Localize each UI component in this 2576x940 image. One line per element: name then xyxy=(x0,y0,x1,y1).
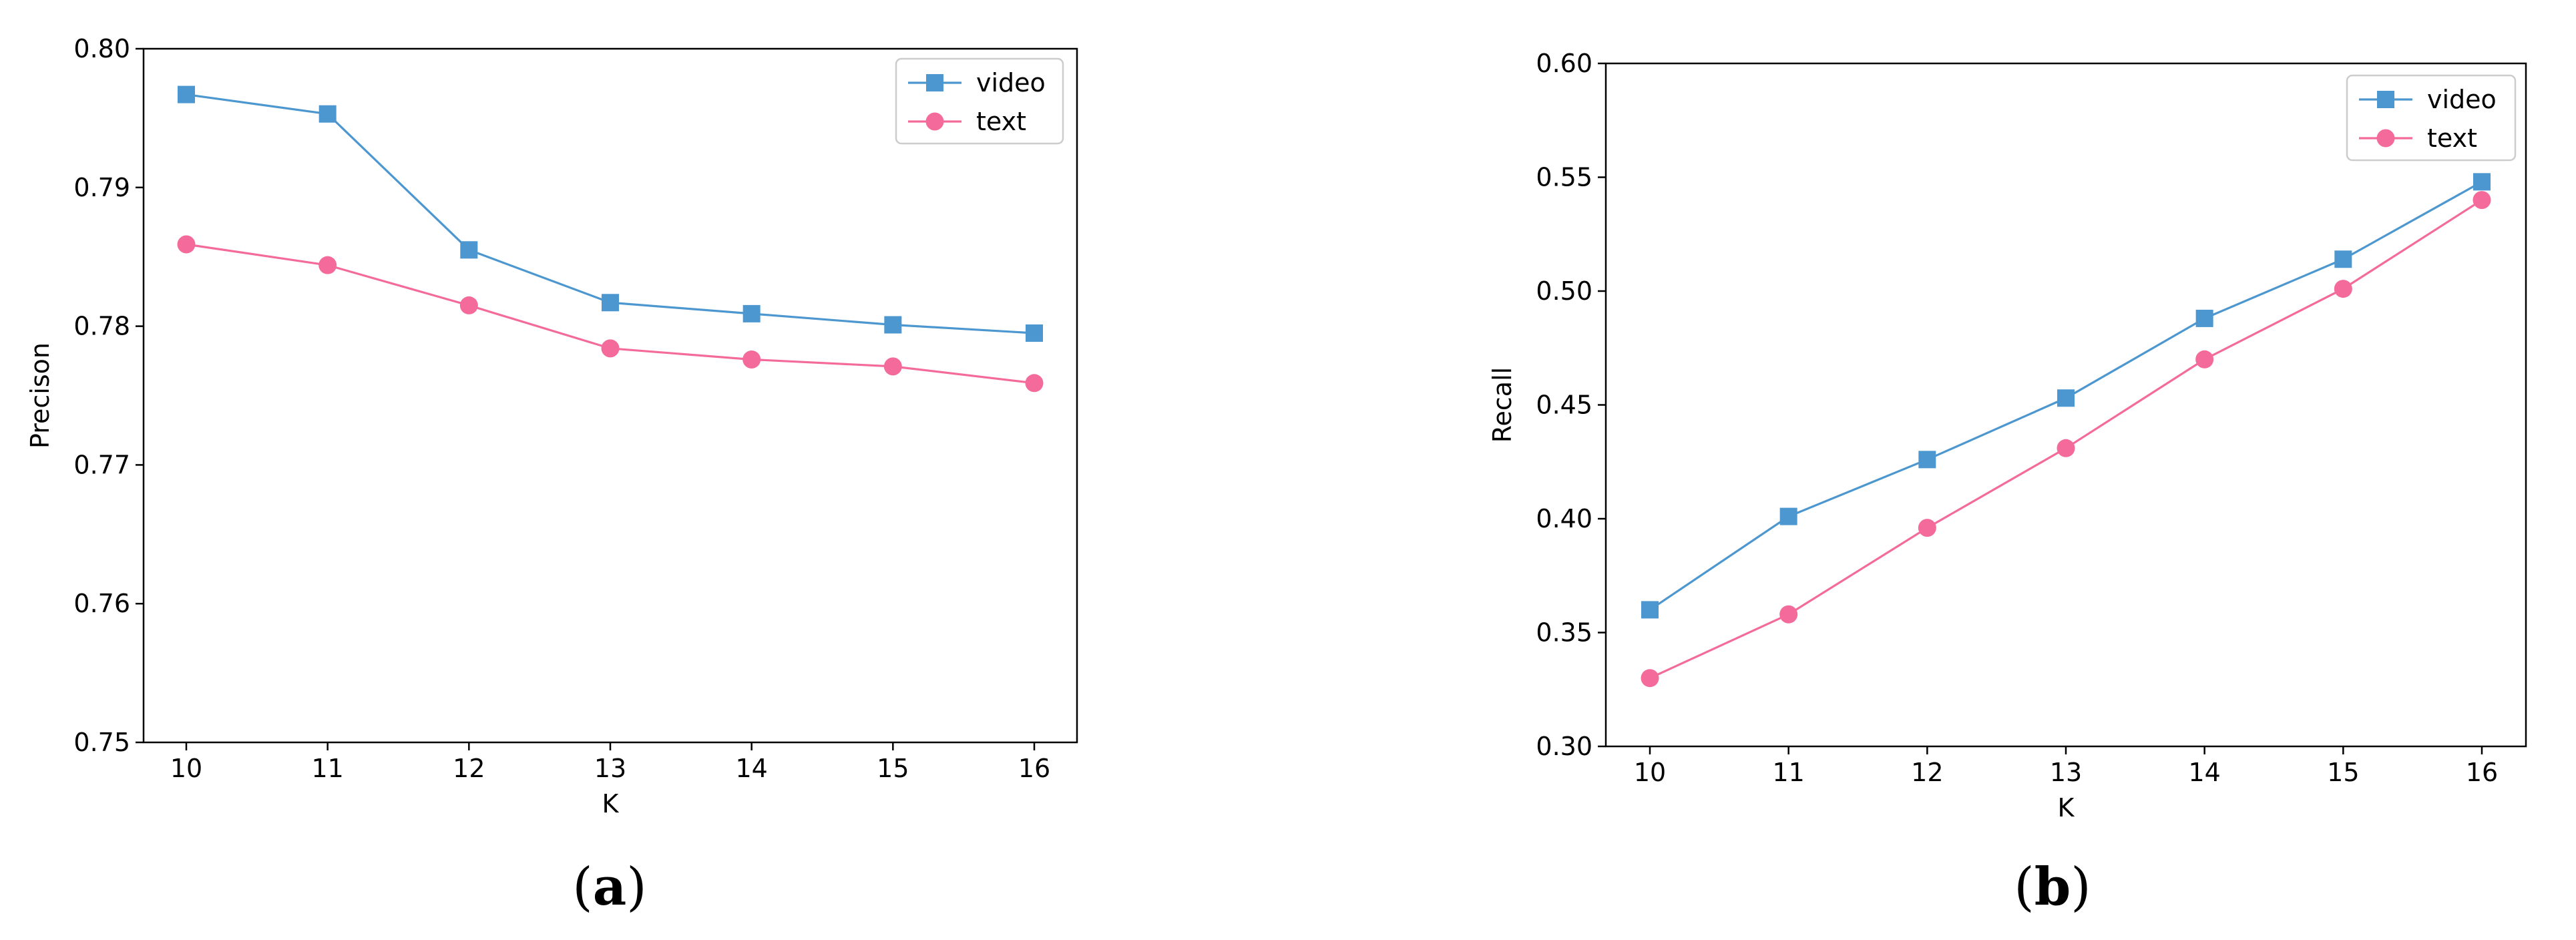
legend-marker-video xyxy=(2377,91,2394,108)
data-point-video xyxy=(884,316,902,334)
y-tick-label: 0.79 xyxy=(73,173,130,202)
x-tick-label: 13 xyxy=(594,754,626,783)
legend-marker-video xyxy=(926,74,943,91)
data-point-video xyxy=(1918,451,1936,469)
panel-label-letter: a xyxy=(593,857,627,917)
x-tick-label: 16 xyxy=(2466,758,2498,787)
y-tick-label: 0.35 xyxy=(1536,618,1592,648)
data-point-video xyxy=(318,105,337,123)
data-point-text xyxy=(2057,439,2075,457)
legend-marker-text xyxy=(925,112,944,131)
series-video xyxy=(1641,173,2491,619)
data-point-video xyxy=(460,241,478,259)
x-axis-label: K xyxy=(602,789,620,818)
y-tick-label: 0.30 xyxy=(1536,732,1592,761)
legend-label-video: video xyxy=(976,68,1046,97)
series-line-text xyxy=(1649,199,2483,680)
x-tick-label: 11 xyxy=(311,754,343,783)
x-tick-label: 13 xyxy=(2050,758,2082,787)
legend-label-video: video xyxy=(2427,85,2497,114)
chart-panel-a: 10 11 12 13 14 15 16 0.75 0.76 0.77 0.78 0.79 0.80 K P… xyxy=(25,34,1078,917)
x-axis-label: K xyxy=(2058,793,2075,822)
x-tick-label: 16 xyxy=(1018,754,1050,783)
data-point-video xyxy=(2334,250,2352,268)
legend: video text xyxy=(2346,74,2517,162)
legend-label-text: text xyxy=(2427,124,2477,153)
data-point-video xyxy=(178,85,195,103)
y-tick-label: 0.60 xyxy=(1536,49,1592,78)
legend: video text xyxy=(895,57,1064,145)
series-text xyxy=(1641,191,2491,688)
data-point-text xyxy=(1918,519,1936,537)
data-point-text xyxy=(1779,605,1798,624)
data-point-video xyxy=(742,304,761,322)
data-point-text xyxy=(459,296,478,314)
y-axis-label: Precison xyxy=(25,342,55,449)
x-tick-label: 15 xyxy=(2327,758,2359,787)
data-point-text xyxy=(742,350,761,369)
y-tick-label: 0.45 xyxy=(1536,391,1592,420)
panel-label-letter: b xyxy=(2034,857,2071,917)
data-point-text xyxy=(1641,669,1659,688)
x-tick-label: 14 xyxy=(735,754,767,783)
y-tick-label: 0.78 xyxy=(73,312,130,341)
x-tick-label: 11 xyxy=(1772,758,1804,787)
panel-label-open: ( xyxy=(2014,857,2034,917)
plot-frame xyxy=(142,47,1078,744)
x-tick-label: 15 xyxy=(877,754,909,783)
legend-marker-text xyxy=(2376,129,2395,148)
y-tick-label: 0.80 xyxy=(73,34,130,63)
data-point-video xyxy=(1026,324,1043,342)
data-point-text xyxy=(601,339,620,358)
panel-label-close: ) xyxy=(2071,857,2091,917)
data-point-video xyxy=(602,294,619,312)
series-text xyxy=(177,235,1044,393)
x-tick-label: 12 xyxy=(453,754,485,783)
panel-label: (a) xyxy=(572,857,646,917)
y-tick-label: 0.77 xyxy=(73,450,130,479)
data-point-text xyxy=(2473,191,2491,210)
x-tick-label: 10 xyxy=(1634,758,1666,787)
data-point-text xyxy=(2334,280,2352,298)
data-point-video xyxy=(2195,309,2213,327)
data-point-text xyxy=(2195,350,2214,369)
y-tick-label: 0.50 xyxy=(1536,276,1592,306)
y-tick-label: 0.76 xyxy=(73,589,130,618)
series-video xyxy=(178,85,1043,342)
data-point-text xyxy=(1025,374,1044,393)
y-tick-label: 0.40 xyxy=(1536,504,1592,533)
panel-label: (b) xyxy=(2014,857,2091,917)
y-tick-label: 0.75 xyxy=(73,728,130,757)
y-tick-label: 0.55 xyxy=(1536,163,1592,192)
data-point-video xyxy=(2057,389,2075,407)
data-point-video xyxy=(2473,173,2491,191)
data-point-text xyxy=(883,357,902,376)
data-point-text xyxy=(177,235,196,254)
x-tick-label: 12 xyxy=(1911,758,1943,787)
data-point-text xyxy=(318,256,337,274)
data-point-video xyxy=(1779,507,1797,525)
panel-label-close: ) xyxy=(626,857,646,917)
x-tick-label: 14 xyxy=(2188,758,2220,787)
data-point-video xyxy=(1641,601,1659,619)
x-tick-label: 10 xyxy=(170,754,202,783)
series-line-text xyxy=(186,243,1035,385)
legend-label-text: text xyxy=(976,107,1026,136)
panel-label-open: ( xyxy=(572,857,592,917)
chart-panel-b: 10 11 12 13 14 15 16 0.30 0.35 0.40 0.45 0.50 0.55 0.… xyxy=(1488,49,2527,917)
y-axis-label: Recall xyxy=(1488,367,1517,443)
